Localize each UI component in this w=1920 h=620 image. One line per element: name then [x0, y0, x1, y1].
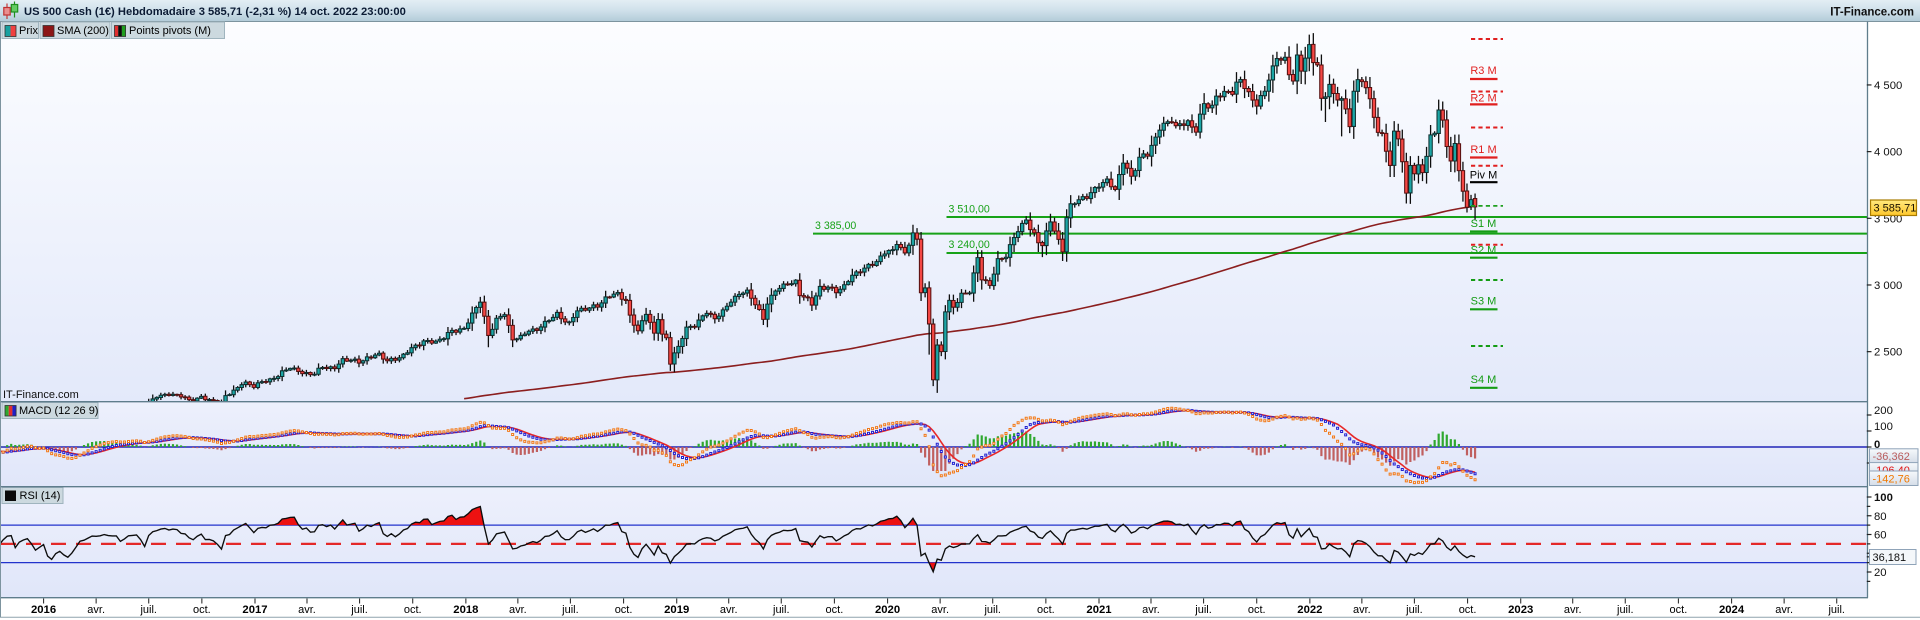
svg-text:juil.: juil. — [139, 604, 157, 616]
svg-text:oct.: oct. — [1670, 604, 1688, 616]
svg-text:2023: 2023 — [1508, 604, 1533, 616]
svg-text:80: 80 — [1874, 511, 1887, 523]
svg-text:3 385,00: 3 385,00 — [815, 220, 856, 232]
svg-text:juil.: juil. — [1405, 604, 1423, 616]
svg-text:IT-Finance.com: IT-Finance.com — [3, 389, 79, 401]
svg-text:avr.: avr. — [87, 604, 105, 616]
svg-text:oct.: oct. — [404, 604, 422, 616]
svg-text:juil.: juil. — [350, 604, 368, 616]
svg-text:2017: 2017 — [242, 604, 267, 616]
svg-text:100: 100 — [1874, 492, 1893, 504]
svg-text:juil.: juil. — [1194, 604, 1212, 616]
svg-text:juil.: juil. — [983, 604, 1001, 616]
svg-text:4 500: 4 500 — [1874, 80, 1902, 92]
svg-text:60: 60 — [1874, 530, 1887, 542]
svg-text:S4 M: S4 M — [1471, 374, 1497, 386]
svg-text:-36,362: -36,362 — [1873, 451, 1910, 463]
svg-text:oct.: oct. — [826, 604, 844, 616]
svg-text:US 500 Cash (1€) Hebdomadaire: US 500 Cash (1€) Hebdomadaire 3 585,71 (… — [24, 6, 406, 18]
svg-text:Prix: Prix — [19, 25, 38, 37]
svg-text:200: 200 — [1874, 405, 1893, 417]
svg-text:juil.: juil. — [1616, 604, 1634, 616]
svg-text:2019: 2019 — [664, 604, 689, 616]
svg-text:3 240,00: 3 240,00 — [949, 239, 990, 251]
svg-text:juil.: juil. — [561, 604, 579, 616]
svg-text:3 510,00: 3 510,00 — [949, 203, 990, 215]
svg-text:IT-Finance.com: IT-Finance.com — [1830, 7, 1914, 19]
svg-text:MACD (12 26 9): MACD (12 26 9) — [19, 405, 98, 417]
svg-text:S1 M: S1 M — [1471, 218, 1497, 230]
svg-text:RSI (14): RSI (14) — [20, 490, 61, 502]
svg-text:2024: 2024 — [1719, 604, 1745, 616]
svg-text:36,181: 36,181 — [1873, 552, 1907, 564]
svg-text:0: 0 — [1874, 439, 1880, 451]
svg-text:2 500: 2 500 — [1874, 347, 1902, 359]
svg-text:avr.: avr. — [931, 604, 949, 616]
svg-text:R1 M: R1 M — [1470, 144, 1496, 156]
svg-text:avr.: avr. — [298, 604, 316, 616]
svg-text:avr.: avr. — [1353, 604, 1371, 616]
svg-text:juil.: juil. — [772, 604, 790, 616]
svg-text:-142,76: -142,76 — [1873, 474, 1910, 486]
svg-text:oct.: oct. — [193, 604, 211, 616]
svg-text:juil.: juil. — [1827, 604, 1845, 616]
svg-text:S3 M: S3 M — [1471, 296, 1497, 308]
svg-text:avr.: avr. — [720, 604, 738, 616]
svg-text:oct.: oct. — [1037, 604, 1055, 616]
svg-text:3 000: 3 000 — [1874, 280, 1902, 292]
svg-text:R2 M: R2 M — [1470, 93, 1496, 105]
svg-text:S2 M: S2 M — [1471, 244, 1497, 256]
svg-text:avr.: avr. — [1564, 604, 1582, 616]
svg-text:avr.: avr. — [1775, 604, 1793, 616]
svg-text:100: 100 — [1874, 421, 1893, 433]
svg-text:2016: 2016 — [31, 604, 56, 616]
svg-text:SMA (200): SMA (200) — [57, 25, 109, 37]
svg-text:oct.: oct. — [1248, 604, 1266, 616]
svg-text:3 585,71: 3 585,71 — [1874, 203, 1917, 215]
svg-text:oct.: oct. — [615, 604, 633, 616]
svg-text:3 500: 3 500 — [1874, 213, 1902, 225]
svg-text:Points pivots (M): Points pivots (M) — [129, 25, 211, 37]
svg-text:2018: 2018 — [453, 604, 478, 616]
svg-text:R3 M: R3 M — [1470, 65, 1496, 77]
svg-text:2022: 2022 — [1297, 604, 1322, 616]
svg-text:4 000: 4 000 — [1874, 147, 1902, 159]
svg-text:2020: 2020 — [875, 604, 900, 616]
svg-text:20: 20 — [1874, 567, 1887, 579]
svg-text:avr.: avr. — [509, 604, 527, 616]
svg-text:oct.: oct. — [1459, 604, 1477, 616]
svg-text:avr.: avr. — [1142, 604, 1160, 616]
svg-text:2021: 2021 — [1086, 604, 1111, 616]
svg-text:Piv M: Piv M — [1470, 170, 1498, 182]
